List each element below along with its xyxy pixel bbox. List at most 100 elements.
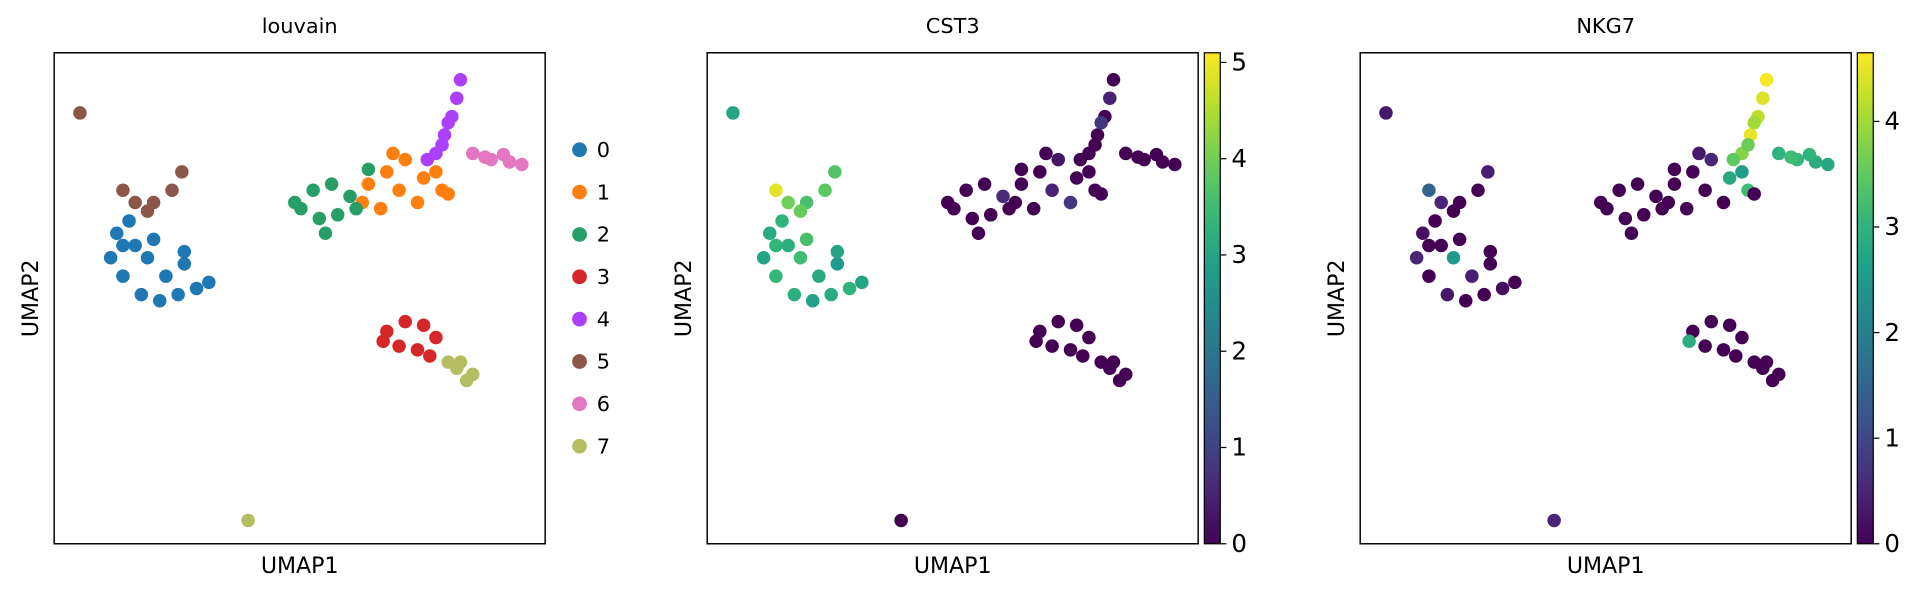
point [756, 251, 771, 265]
point [1069, 318, 1084, 333]
point [410, 195, 425, 210]
point [1002, 201, 1016, 216]
point [1636, 208, 1651, 222]
point [128, 195, 142, 210]
y-axis-label: UMAP2 [1324, 259, 1350, 337]
point [330, 208, 345, 222]
colorbar-tick-label: 3 [1231, 240, 1247, 269]
legend-marker [572, 311, 587, 327]
point [1149, 147, 1164, 162]
point [465, 146, 480, 161]
point [423, 349, 437, 363]
point [171, 287, 185, 302]
point [1483, 244, 1498, 259]
point [996, 189, 1010, 204]
point [818, 183, 832, 198]
colorbar-tick-label: 0 [1884, 529, 1900, 558]
point [799, 232, 814, 247]
point [1029, 334, 1043, 348]
point [1483, 257, 1498, 271]
point [410, 343, 425, 357]
points [1379, 73, 1835, 528]
plot-frame [706, 52, 1199, 545]
point [1741, 138, 1755, 152]
point [1698, 183, 1712, 198]
point [73, 106, 87, 120]
point [478, 150, 492, 164]
point [1784, 150, 1798, 164]
point [1045, 339, 1059, 353]
point [241, 513, 255, 528]
point [1747, 355, 1761, 369]
legend-label: 4 [597, 307, 610, 331]
point [1088, 138, 1102, 152]
point [1440, 287, 1455, 302]
point [152, 293, 167, 308]
point [977, 177, 992, 191]
point [146, 232, 161, 247]
point [1686, 165, 1700, 179]
point [855, 275, 869, 290]
point [1618, 211, 1633, 226]
point [1471, 183, 1485, 198]
point [1747, 115, 1761, 130]
point [894, 513, 908, 528]
point [787, 287, 802, 302]
point [1082, 165, 1096, 179]
point [1168, 157, 1182, 172]
point [175, 165, 189, 179]
point [830, 244, 845, 259]
legend-label: 1 [597, 180, 610, 204]
point [392, 183, 406, 198]
legend-marker [572, 354, 587, 369]
point [1698, 339, 1712, 353]
point [1477, 287, 1491, 302]
point [1076, 349, 1090, 363]
point [1759, 73, 1774, 87]
legend-marker [572, 184, 587, 200]
point [1722, 318, 1737, 333]
point [496, 147, 511, 162]
point [294, 201, 308, 216]
point [392, 339, 406, 353]
point [1459, 293, 1473, 308]
point [376, 334, 390, 348]
point [416, 171, 431, 185]
point [1465, 269, 1479, 283]
point [189, 281, 204, 296]
point [116, 183, 130, 198]
colorbar [1856, 52, 1874, 545]
y-axis-label: UMAP2 [671, 259, 697, 337]
point [1747, 187, 1761, 201]
legend-label: 6 [597, 392, 610, 416]
point [134, 287, 149, 302]
legend-label: 3 [597, 265, 610, 289]
point [1014, 162, 1029, 177]
point [1422, 269, 1436, 283]
point [116, 269, 130, 283]
point [429, 330, 443, 345]
point [1051, 314, 1065, 329]
point [420, 152, 435, 167]
point [1039, 146, 1053, 161]
point [165, 183, 179, 198]
y-axis-label: UMAP2 [18, 259, 44, 337]
point [1434, 195, 1448, 210]
point [1014, 177, 1029, 191]
point [965, 211, 980, 226]
point [1045, 183, 1059, 198]
point [828, 165, 842, 179]
legend-label: 7 [597, 434, 610, 458]
point [830, 257, 845, 271]
legend-label: 2 [597, 223, 610, 247]
point [361, 177, 376, 191]
point [1667, 177, 1682, 191]
point [1704, 314, 1719, 329]
point [793, 204, 808, 218]
point [1508, 275, 1522, 290]
point [959, 183, 973, 198]
point [1600, 201, 1614, 216]
point [1821, 157, 1835, 172]
